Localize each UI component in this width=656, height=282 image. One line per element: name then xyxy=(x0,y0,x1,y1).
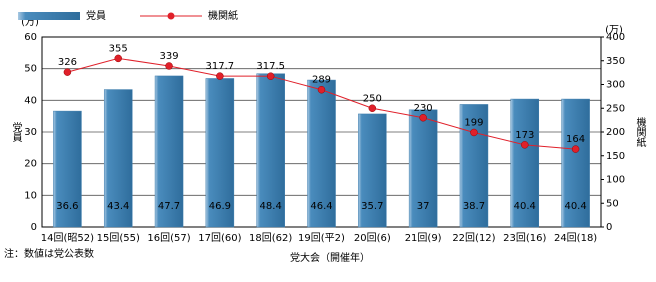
legend-swatch xyxy=(18,12,80,20)
y-tick-label: 30 xyxy=(24,127,37,138)
legend-label: 党員 xyxy=(86,9,106,22)
line-value-label: 250 xyxy=(363,93,382,104)
line-value-label: 339 xyxy=(159,51,178,62)
y-axis-title: 党員 xyxy=(10,121,22,143)
line-value-label: 355 xyxy=(109,43,128,54)
line-point xyxy=(419,114,427,122)
x-tick-label: 22回(12) xyxy=(452,232,495,244)
line-value-label: 230 xyxy=(414,103,433,114)
line-point xyxy=(368,104,377,112)
bar-value-label: 40.4 xyxy=(514,201,536,212)
bar xyxy=(561,98,590,228)
line-point xyxy=(317,85,326,94)
bar xyxy=(103,89,133,228)
bar xyxy=(53,110,82,228)
x-axis-title: 党大会（開催年） xyxy=(290,251,370,264)
y-tick-label: 50 xyxy=(24,64,37,75)
x-tick-label: 24回(18) xyxy=(554,232,597,244)
x-tick-label: 18回(62) xyxy=(249,232,292,244)
y-tick-label: 40 xyxy=(24,95,37,106)
line-value-label: 326 xyxy=(58,57,77,68)
line-value-label: 173 xyxy=(515,130,534,141)
note: 注：数値は党公表数 xyxy=(4,247,94,260)
line-point xyxy=(571,145,580,153)
y2-tick-label: 200 xyxy=(606,127,625,138)
bar xyxy=(307,79,336,228)
bar xyxy=(154,75,184,228)
x-tick-label: 14回(昭52) xyxy=(41,232,94,244)
bar xyxy=(358,113,387,228)
y2-tick-label: 150 xyxy=(606,151,625,162)
bar-value-label: 37 xyxy=(417,201,430,212)
line-point xyxy=(216,72,224,80)
line-value-label: 289 xyxy=(312,75,331,86)
bar-value-label: 47.7 xyxy=(158,201,180,212)
y-unit: (万) xyxy=(21,17,39,28)
bar xyxy=(510,98,540,228)
y-tick-label: 0 xyxy=(31,222,37,233)
line-point xyxy=(266,72,275,80)
y2-tick-label: 300 xyxy=(606,80,625,91)
y-tick-label: 10 xyxy=(24,190,37,201)
line-point xyxy=(63,68,72,76)
x-tick-label: 21回(9) xyxy=(405,232,442,244)
bar xyxy=(256,73,285,228)
y2-tick-label: 100 xyxy=(606,175,625,186)
x-tick-label: 19回(平2) xyxy=(298,232,345,244)
bar-value-label: 40.4 xyxy=(564,201,586,212)
legend-label: 機関紙 xyxy=(208,9,238,22)
y2-tick-label: 0 xyxy=(606,222,612,233)
y-tick-label: 20 xyxy=(24,159,37,170)
y-tick-label: 60 xyxy=(24,32,37,43)
line-value-label: 317.5 xyxy=(256,61,285,72)
x-tick-label: 20回(6) xyxy=(354,232,391,244)
line-value-label: 164 xyxy=(566,134,585,145)
bar-value-label: 38.7 xyxy=(463,201,485,212)
line-point xyxy=(521,141,529,149)
y2-tick-label: 350 xyxy=(606,56,625,67)
y2-tick-label: 250 xyxy=(606,103,625,114)
line-value-label: 199 xyxy=(464,117,483,128)
bar xyxy=(459,104,489,228)
x-tick-label: 16回(57) xyxy=(147,232,190,244)
bar-value-label: 46.4 xyxy=(310,201,332,212)
line-point xyxy=(114,54,122,63)
bar-value-label: 36.6 xyxy=(56,201,78,212)
line-point xyxy=(470,128,478,137)
x-tick-label: 15回(55) xyxy=(97,232,140,244)
bar-value-label: 43.4 xyxy=(107,201,129,212)
bar xyxy=(408,109,438,228)
legend-swatch-point xyxy=(167,12,175,20)
y2-axis-title: 機関紙 xyxy=(634,116,646,148)
x-tick-label: 23回(16) xyxy=(503,232,546,244)
bar-value-label: 46.9 xyxy=(209,201,231,212)
x-tick-label: 17回(60) xyxy=(198,232,241,244)
bar xyxy=(205,78,235,228)
y2-tick-label: 400 xyxy=(606,32,625,43)
y2-tick-label: 50 xyxy=(606,198,619,209)
line-point xyxy=(165,62,173,70)
line-value-label: 317.7 xyxy=(206,61,235,72)
y2-unit: (万) xyxy=(605,25,623,36)
bar-value-label: 35.7 xyxy=(361,201,383,212)
bar-value-label: 48.4 xyxy=(260,201,282,212)
